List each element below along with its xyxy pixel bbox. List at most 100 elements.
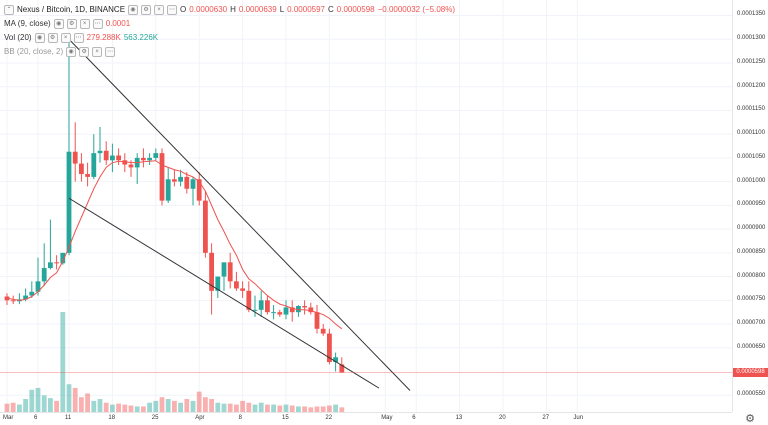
time-tick-label: Apr — [195, 415, 205, 421]
candle-body — [91, 153, 97, 177]
symbol-row: ⌃ Nexus / Bitcoin, 1D, BINANCE ◉ ⚙ × ⋯ O… — [4, 3, 455, 17]
volume-bar — [184, 399, 190, 412]
volume-bar — [165, 399, 171, 412]
candle-body — [296, 306, 301, 313]
ma-settings-icon[interactable]: ⚙ — [66, 19, 77, 29]
price-tick-label: 0.0000750 — [737, 296, 766, 303]
volume-bar — [302, 406, 307, 412]
candle-body — [271, 312, 276, 314]
candle-body — [79, 163, 84, 175]
low-value: 0.0000597 — [287, 5, 325, 14]
volume-bar — [339, 407, 345, 412]
bb-settings-icon[interactable]: ⚙ — [79, 47, 90, 57]
candle-body — [110, 155, 115, 161]
volume-bar — [110, 404, 115, 412]
volume-bar — [122, 404, 128, 412]
ma-close-icon[interactable]: × — [79, 19, 90, 29]
volume-bar — [23, 399, 28, 412]
settings-icon[interactable]: ⚙ — [141, 5, 152, 15]
time-tick-label: Mar — [3, 415, 14, 421]
volume-bar — [29, 389, 35, 412]
volume-bar — [190, 400, 196, 412]
candle-body — [85, 174, 90, 177]
bb-row: BB (20, close, 2) ◉ ⚙ × ⋯ — [4, 45, 455, 59]
time-tick-label: May — [381, 415, 393, 421]
candle-body — [277, 312, 283, 315]
candle-body — [234, 281, 239, 289]
volume-bar — [79, 397, 84, 412]
volume-bar — [296, 406, 301, 412]
candle-body — [333, 357, 338, 363]
volume-bar — [209, 399, 214, 412]
candle-body — [302, 306, 307, 308]
ma-eye-icon[interactable]: ◉ — [53, 19, 64, 29]
vol-label: Vol (20) — [4, 33, 32, 42]
price-tick-label: 0.0001100 — [737, 130, 765, 137]
more-icon[interactable]: ⋯ — [167, 5, 178, 15]
candle-body — [215, 276, 221, 291]
time-tick-label: 15 — [282, 415, 289, 421]
volume-bar — [320, 406, 326, 412]
volume-bar — [153, 400, 159, 412]
volume-bar — [54, 400, 59, 412]
time-axis[interactable]: Mar 6 11 18 25 Apr 8 15 22 May 6 13 20 27 Jun — [0, 412, 732, 425]
time-tick-label: 8 — [238, 415, 242, 421]
chart-area[interactable] — [0, 0, 732, 412]
vol-eye-icon[interactable]: ◉ — [34, 33, 45, 43]
price-tick-label: 0.0001350 — [737, 11, 766, 18]
price-tick-label: 0.0001000 — [737, 177, 766, 184]
candle-body — [252, 309, 258, 311]
vol-more-icon[interactable]: ⋯ — [73, 33, 84, 43]
volume-bar — [327, 405, 332, 412]
candle-body — [314, 312, 320, 329]
ma-row: MA (9, close) ◉ ⚙ × ⋯ 0.0001 — [4, 17, 455, 31]
price-chart[interactable] — [0, 0, 732, 412]
candle-body — [190, 179, 196, 189]
vol-close-icon[interactable]: × — [60, 33, 71, 43]
chart-settings-icon[interactable]: ⚙ — [745, 412, 755, 425]
volume-bar — [283, 404, 289, 412]
volume-bar — [35, 387, 41, 412]
price-tick-label: 0.0000700 — [737, 320, 766, 327]
volume-bar — [10, 402, 16, 412]
high-label: H — [230, 5, 236, 14]
time-tick-label: 11 — [65, 415, 72, 421]
volume-bar — [141, 406, 146, 412]
volume-bar — [289, 405, 295, 412]
volume-bar — [134, 406, 140, 412]
time-tick-label: 18 — [108, 415, 116, 421]
candle-body — [184, 176, 190, 189]
change-value: −0.0000032 (−5.08%) — [377, 5, 456, 14]
candle-body — [159, 153, 165, 201]
open-value: 0.0000630 — [189, 5, 228, 14]
eye-icon[interactable]: ◉ — [128, 5, 139, 15]
high-value: 0.0000639 — [238, 5, 277, 14]
candle-body — [308, 307, 314, 313]
time-tick-label: 25 — [151, 415, 159, 421]
candle-body — [227, 262, 233, 282]
ma-more-icon[interactable]: ⋯ — [92, 19, 103, 29]
price-axis[interactable]: 0.0001350 0.0001300 0.0001250 0.0001200 0.00… — [732, 0, 768, 412]
candle-body — [48, 262, 53, 269]
time-tick-label: Jun — [573, 415, 584, 421]
vol-settings-icon[interactable]: ⚙ — [47, 33, 58, 43]
volume-bar — [60, 312, 66, 412]
bb-more-icon[interactable]: ⋯ — [105, 47, 116, 57]
candle-body — [128, 164, 134, 168]
bb-close-icon[interactable]: × — [92, 47, 103, 57]
price-tick-label: 0.0001050 — [737, 153, 766, 160]
candle-body — [203, 200, 208, 253]
candle-body — [29, 291, 35, 296]
bb-eye-icon[interactable]: ◉ — [66, 47, 77, 57]
volume-bar — [116, 403, 121, 412]
volume-bar — [203, 397, 208, 412]
close-icon[interactable]: × — [154, 5, 165, 15]
candle-body — [116, 155, 121, 161]
price-tick-label: 0.0000800 — [737, 272, 766, 279]
candle-body — [240, 288, 245, 291]
candle-body — [147, 157, 152, 161]
volume-bar — [72, 387, 78, 412]
volume-bar — [128, 405, 134, 412]
collapse-icon[interactable]: ⌃ — [4, 5, 14, 15]
price-tick-label: 0.0001250 — [737, 58, 766, 65]
